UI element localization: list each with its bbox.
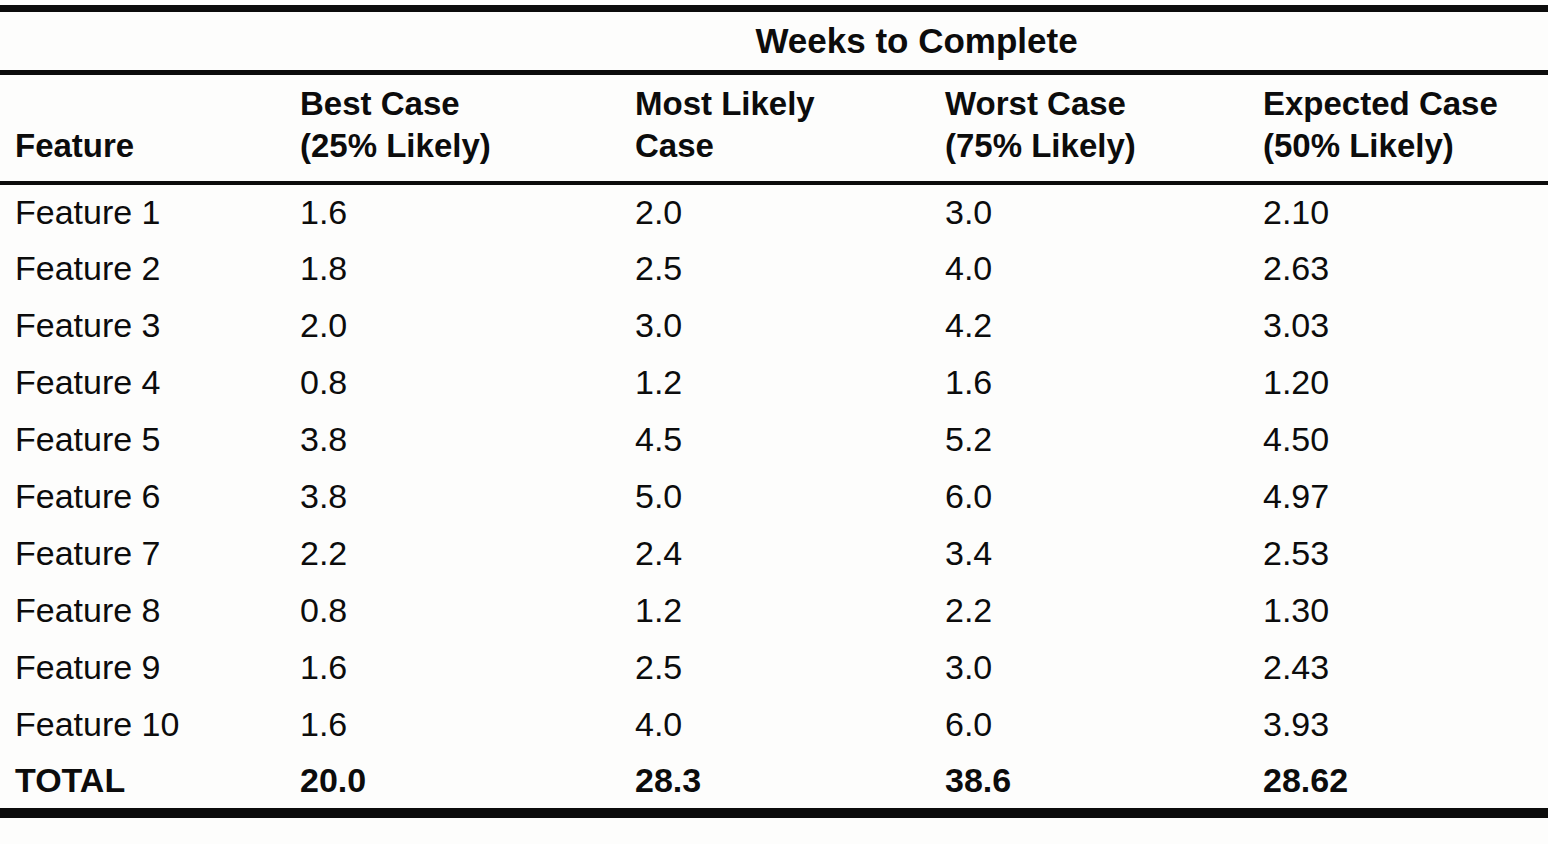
scanned-book-page: Weeks to Complete Feature Best Case (25%…	[0, 0, 1548, 844]
total-expected-case-cell: 28.62	[1248, 753, 1548, 813]
column-header-line: Worst Case	[945, 83, 1248, 125]
total-row: TOTAL 20.0 28.3 38.6 28.62	[0, 753, 1548, 813]
table-row: Feature 2 1.8 2.5 4.0 2.63	[0, 240, 1548, 297]
span-header-row: Weeks to Complete	[0, 9, 1548, 73]
table-row: Feature 7 2.2 2.4 3.4 2.53	[0, 525, 1548, 582]
table-row: Feature 9 1.6 2.5 3.0 2.43	[0, 639, 1548, 696]
column-header-line: Case	[635, 125, 930, 167]
column-header-line: Best Case	[300, 83, 620, 125]
best-case-cell: 2.0	[285, 297, 620, 354]
column-header-line: (50% Likely)	[1263, 125, 1548, 167]
column-header-worst-case: Worst Case (75% Likely)	[930, 73, 1248, 183]
feature-cell: Feature 7	[0, 525, 285, 582]
feature-cell: Feature 6	[0, 468, 285, 525]
best-case-cell: 1.6	[285, 696, 620, 753]
most-likely-cell: 4.5	[620, 411, 930, 468]
most-likely-cell: 3.0	[620, 297, 930, 354]
estimation-table: Weeks to Complete Feature Best Case (25%…	[0, 5, 1548, 818]
feature-cell: Feature 8	[0, 582, 285, 639]
column-header-line: (25% Likely)	[300, 125, 620, 167]
most-likely-cell: 1.2	[620, 354, 930, 411]
worst-case-cell: 4.0	[930, 240, 1248, 297]
expected-case-cell: 2.63	[1248, 240, 1548, 297]
best-case-cell: 3.8	[285, 468, 620, 525]
best-case-cell: 0.8	[285, 354, 620, 411]
expected-case-cell: 3.03	[1248, 297, 1548, 354]
total-best-case-cell: 20.0	[285, 753, 620, 813]
worst-case-cell: 5.2	[930, 411, 1248, 468]
feature-cell: Feature 5	[0, 411, 285, 468]
total-most-likely-cell: 28.3	[620, 753, 930, 813]
column-header-row: Feature Best Case (25% Likely) Most Like…	[0, 73, 1548, 183]
column-header-line: Most Likely	[635, 83, 930, 125]
table-row: Feature 1 1.6 2.0 3.0 2.10	[0, 183, 1548, 240]
feature-cell: Feature 2	[0, 240, 285, 297]
expected-case-cell: 1.30	[1248, 582, 1548, 639]
worst-case-cell: 6.0	[930, 696, 1248, 753]
table-row: Feature 3 2.0 3.0 4.2 3.03	[0, 297, 1548, 354]
column-header-feature: Feature	[0, 73, 285, 183]
column-header-most-likely: Most Likely Case	[620, 73, 930, 183]
worst-case-cell: 6.0	[930, 468, 1248, 525]
most-likely-cell: 2.4	[620, 525, 930, 582]
most-likely-cell: 2.5	[620, 639, 930, 696]
table-row: Feature 10 1.6 4.0 6.0 3.93	[0, 696, 1548, 753]
expected-case-cell: 4.97	[1248, 468, 1548, 525]
span-header-weeks-to-complete: Weeks to Complete	[285, 9, 1548, 73]
worst-case-cell: 3.0	[930, 639, 1248, 696]
feature-cell: Feature 1	[0, 183, 285, 240]
most-likely-cell: 4.0	[620, 696, 930, 753]
table-row: Feature 8 0.8 1.2 2.2 1.30	[0, 582, 1548, 639]
best-case-cell: 1.8	[285, 240, 620, 297]
expected-case-cell: 1.20	[1248, 354, 1548, 411]
most-likely-cell: 1.2	[620, 582, 930, 639]
table-row: Feature 4 0.8 1.2 1.6 1.20	[0, 354, 1548, 411]
feature-cell: Feature 10	[0, 696, 285, 753]
worst-case-cell: 3.0	[930, 183, 1248, 240]
best-case-cell: 1.6	[285, 639, 620, 696]
expected-case-cell: 2.43	[1248, 639, 1548, 696]
total-worst-case-cell: 38.6	[930, 753, 1248, 813]
column-header-line: Expected Case	[1263, 83, 1548, 125]
most-likely-cell: 2.5	[620, 240, 930, 297]
most-likely-cell: 2.0	[620, 183, 930, 240]
column-header-line: (75% Likely)	[945, 125, 1248, 167]
best-case-cell: 3.8	[285, 411, 620, 468]
table-row: Feature 5 3.8 4.5 5.2 4.50	[0, 411, 1548, 468]
total-label-cell: TOTAL	[0, 753, 285, 813]
spacer-cell	[0, 9, 285, 73]
expected-case-cell: 4.50	[1248, 411, 1548, 468]
feature-cell: Feature 3	[0, 297, 285, 354]
worst-case-cell: 3.4	[930, 525, 1248, 582]
most-likely-cell: 5.0	[620, 468, 930, 525]
expected-case-cell: 2.53	[1248, 525, 1548, 582]
worst-case-cell: 4.2	[930, 297, 1248, 354]
best-case-cell: 1.6	[285, 183, 620, 240]
table-row: Feature 6 3.8 5.0 6.0 4.97	[0, 468, 1548, 525]
worst-case-cell: 1.6	[930, 354, 1248, 411]
column-header-expected-case: Expected Case (50% Likely)	[1248, 73, 1548, 183]
feature-cell: Feature 4	[0, 354, 285, 411]
best-case-cell: 2.2	[285, 525, 620, 582]
expected-case-cell: 2.10	[1248, 183, 1548, 240]
best-case-cell: 0.8	[285, 582, 620, 639]
worst-case-cell: 2.2	[930, 582, 1248, 639]
expected-case-cell: 3.93	[1248, 696, 1548, 753]
column-header-best-case: Best Case (25% Likely)	[285, 73, 620, 183]
feature-cell: Feature 9	[0, 639, 285, 696]
